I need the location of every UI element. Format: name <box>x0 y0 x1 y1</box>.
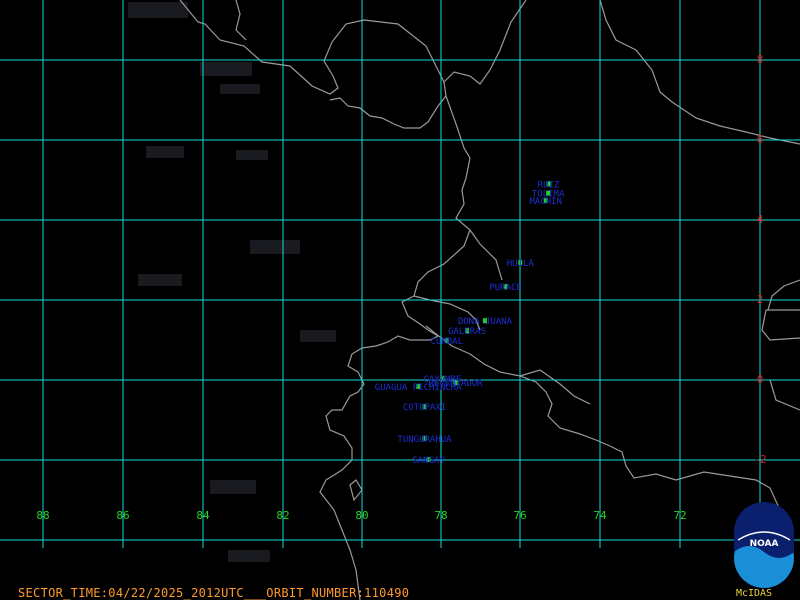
volcano-label: REVENTADOR <box>428 379 483 389</box>
lat-label: 0 <box>757 373 764 386</box>
volcano-label: TUNGURAHUA <box>397 435 452 445</box>
volcano-label: PURACE <box>489 283 522 293</box>
longitude-labels: 88 86 84 82 80 78 76 74 72 70 <box>36 509 766 522</box>
volcano-label: MACHIN <box>529 197 562 207</box>
volcano-marker <box>503 284 508 290</box>
volcano-label: RUIZ <box>538 180 560 190</box>
volcano-marker <box>482 318 487 324</box>
volcano-label: TOLIMA <box>532 190 565 200</box>
sector-time-footer: SECTOR_TIME:04/22/2025_2012UTC___ORBIT_N… <box>18 586 409 600</box>
volcano-label: COTOPAXI <box>403 403 446 413</box>
volcano-marker <box>422 404 427 410</box>
lon-label: 74 <box>593 509 607 522</box>
lat-label: 4 <box>757 213 764 226</box>
volcano-label: SANGAY <box>412 456 445 466</box>
volcano-marker <box>453 380 458 386</box>
lat-label: 6 <box>757 133 764 146</box>
volcano-marker <box>422 435 427 441</box>
lat-label: 8 <box>757 53 764 66</box>
volcano-label: DONA JUANA <box>458 317 513 327</box>
cloud-imagery <box>128 2 336 562</box>
mcidas-label: McIDAS <box>736 588 772 599</box>
volcano-marker <box>518 259 523 265</box>
noaa-logo-text: NOAA <box>750 539 779 549</box>
volcano-marker <box>416 383 421 389</box>
volcano-label: GALERAS <box>448 327 486 337</box>
volcano-label: GUAGUA PICHINCHA <box>375 383 462 393</box>
lon-label: 84 <box>196 509 210 522</box>
lon-label: 80 <box>355 509 368 522</box>
lon-label: 86 <box>116 509 129 522</box>
lon-label: 82 <box>276 509 289 522</box>
lat-label: 2 <box>757 293 764 306</box>
volcano-marker <box>444 337 449 343</box>
lon-label: 76 <box>513 509 526 522</box>
volcano-marker <box>546 190 551 196</box>
lat-lon-grid <box>0 0 800 548</box>
latitude-labels: 8 6 4 2 0 -2 <box>753 53 766 466</box>
lon-label: 72 <box>673 509 686 522</box>
volcano-marker <box>426 457 431 462</box>
coastlines <box>179 0 800 600</box>
noaa-logo: NOAA <box>734 502 794 588</box>
volcano-marker <box>465 328 470 334</box>
lon-label: 78 <box>434 509 447 522</box>
volcano-label: CUMBAL <box>431 337 464 347</box>
volcano-marker <box>546 181 551 187</box>
lat-label: -2 <box>753 453 766 466</box>
volcano-marker <box>440 375 445 381</box>
volcano-marker <box>543 197 548 203</box>
volcano-label: CAYAMBE <box>423 375 461 385</box>
lon-label: 88 <box>36 509 49 522</box>
volcano-label: HUILA <box>507 259 535 269</box>
